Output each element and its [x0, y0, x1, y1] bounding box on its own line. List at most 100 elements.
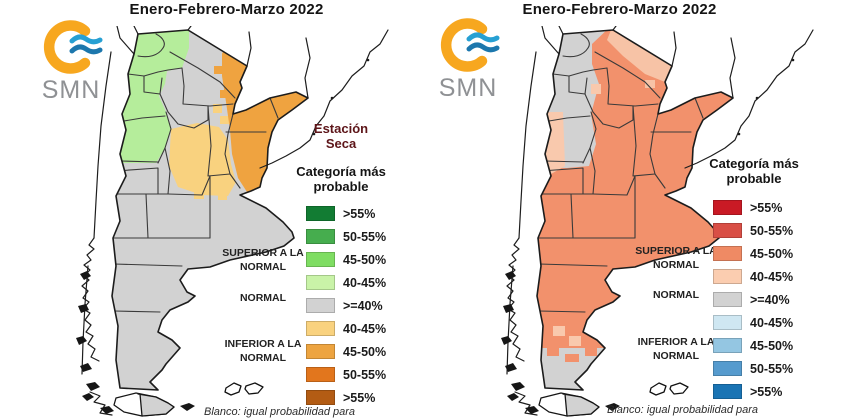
- pixel-patch: [645, 80, 655, 88]
- pixel-patch: [220, 90, 228, 98]
- legend-swatch: [713, 315, 742, 330]
- legend-label: 45-50%: [343, 344, 387, 359]
- legend-row: 45-50%: [713, 334, 793, 357]
- category-label-below-normal: INFERIOR A LA NORMAL: [637, 336, 715, 362]
- legend-row: 40-45%: [306, 317, 386, 340]
- legend-label: 40-45%: [343, 321, 387, 336]
- legend-row: >55%: [306, 202, 386, 225]
- smn-logo: SMN: [433, 18, 503, 103]
- category-label-below-normal: INFERIOR A LA NORMAL: [224, 338, 302, 364]
- region-fill-northeast-light-pink: [607, 30, 672, 82]
- pixel-patch: [218, 193, 227, 200]
- smn-logo-icon: [43, 20, 103, 74]
- region-fill-center-light-orange: [169, 123, 236, 196]
- tierra-del-fuego: [113, 392, 175, 417]
- legend-swatch: [713, 223, 742, 238]
- legend-swatch: [306, 367, 335, 382]
- legend-swatch: [713, 246, 742, 261]
- pixel-patch: [220, 116, 229, 124]
- page-title: Enero-Febrero-Marzo 2022: [129, 1, 324, 18]
- legend-label: 40-45%: [343, 275, 387, 290]
- legend-label: 40-45%: [750, 269, 794, 284]
- category-label-normal: NORMAL: [239, 292, 287, 304]
- pixel-patch: [585, 348, 597, 356]
- legend-label: 50-55%: [750, 223, 794, 238]
- precipitation-panel: Enero-Febrero-Marzo 2022 SMN: [36, 1, 389, 418]
- legend-swatch: [306, 275, 335, 290]
- legend-swatch: [306, 252, 335, 267]
- smn-logo: SMN: [36, 20, 106, 105]
- pixel-patch: [194, 192, 204, 199]
- argentina-map-temperature: [500, 26, 814, 417]
- page-title: Enero-Febrero-Marzo 2022: [522, 1, 717, 18]
- footnote: Blanco: igual probabilidad para: [204, 406, 356, 418]
- pixel-patch: [569, 336, 581, 346]
- legend-swatch: [713, 200, 742, 215]
- legend-swatch: [713, 338, 742, 353]
- argentina-map-precipitation: [75, 26, 389, 417]
- legend-row: >55%: [306, 386, 386, 409]
- tierra-del-fuego-argentina: [137, 393, 175, 417]
- legend-swatch: [306, 344, 335, 359]
- legend-row: 50-55%: [306, 363, 386, 386]
- region-fill-west-light-pink: [537, 112, 565, 176]
- legend-row: 40-45%: [306, 271, 386, 294]
- legend-heading: Categoría más probable: [709, 156, 799, 186]
- category-label-normal: NORMAL: [652, 289, 700, 301]
- legend-label: 45-50%: [750, 338, 794, 353]
- legend-row: 50-55%: [713, 357, 793, 380]
- smn-logo-icon: [440, 18, 500, 72]
- smn-logo-text: SMN: [438, 74, 498, 102]
- pixel-patch: [213, 104, 222, 113]
- legend-swatch: [306, 390, 335, 405]
- legend-row: 50-55%: [713, 219, 793, 242]
- category-label-above-normal: SUPERIOR A LA NORMAL: [635, 245, 717, 271]
- legend-label: >=40%: [750, 292, 790, 307]
- legend-row: >55%: [713, 196, 793, 219]
- badge-line-2: Seca: [325, 136, 357, 151]
- legend-swatch: [306, 298, 335, 313]
- legend: >55% 50-55% 45-50% 40-45% >=40% 40-45% 4…: [713, 196, 793, 403]
- legend-label: 45-50%: [750, 246, 794, 261]
- legend-row: 45-50%: [713, 242, 793, 265]
- tierra-del-fuego-argentina: [562, 393, 600, 417]
- legend-row: 45-50%: [306, 248, 386, 271]
- legend-heading: Categoría más probable: [296, 164, 386, 194]
- smn-logo-text: SMN: [41, 76, 101, 104]
- legend-swatch: [713, 269, 742, 284]
- pixel-patch: [547, 348, 559, 356]
- legend-label: >55%: [343, 206, 376, 221]
- pixel-patch: [214, 66, 223, 74]
- tierra-del-fuego: [538, 392, 600, 417]
- legend-row: >=40%: [713, 288, 793, 311]
- legend-label: >=40%: [343, 298, 383, 313]
- legend-label: >55%: [750, 200, 783, 215]
- legend-label: 40-45%: [750, 315, 794, 330]
- legend: >55% 50-55% 45-50% 40-45% >=40% 40-45% 4…: [306, 202, 386, 409]
- legend-swatch: [713, 292, 742, 307]
- legend-label: >55%: [750, 384, 783, 399]
- pixel-patch: [553, 326, 565, 336]
- temperature-panel: Enero-Febrero-Marzo 2022 SMN: [425, 0, 850, 420]
- legend-swatch: [713, 384, 742, 399]
- region-fill-main-salmon: [537, 30, 733, 348]
- pixel-patch: [565, 354, 579, 362]
- legend-swatch: [306, 206, 335, 221]
- legend-row: >55%: [713, 380, 793, 403]
- legend-label: 50-55%: [750, 361, 794, 376]
- badge-line-1: Estación: [313, 121, 369, 137]
- legend-swatch: [306, 229, 335, 244]
- legend-row: 50-55%: [306, 225, 386, 248]
- legend-label: 50-55%: [343, 229, 387, 244]
- legend-swatch: [713, 361, 742, 376]
- dry-season-badge: Estación Seca: [303, 116, 379, 158]
- legend-swatch: [306, 321, 335, 336]
- footnote: Blanco: igual probabilidad para: [607, 404, 759, 416]
- legend-row: 40-45%: [713, 311, 793, 334]
- legend-label: 50-55%: [343, 367, 387, 382]
- legend-row: 40-45%: [713, 265, 793, 288]
- legend-label: 45-50%: [343, 252, 387, 267]
- legend-row: >=40%: [306, 294, 386, 317]
- category-label-above-normal: SUPERIOR A LA NORMAL: [222, 247, 304, 273]
- pixel-patch: [591, 84, 601, 94]
